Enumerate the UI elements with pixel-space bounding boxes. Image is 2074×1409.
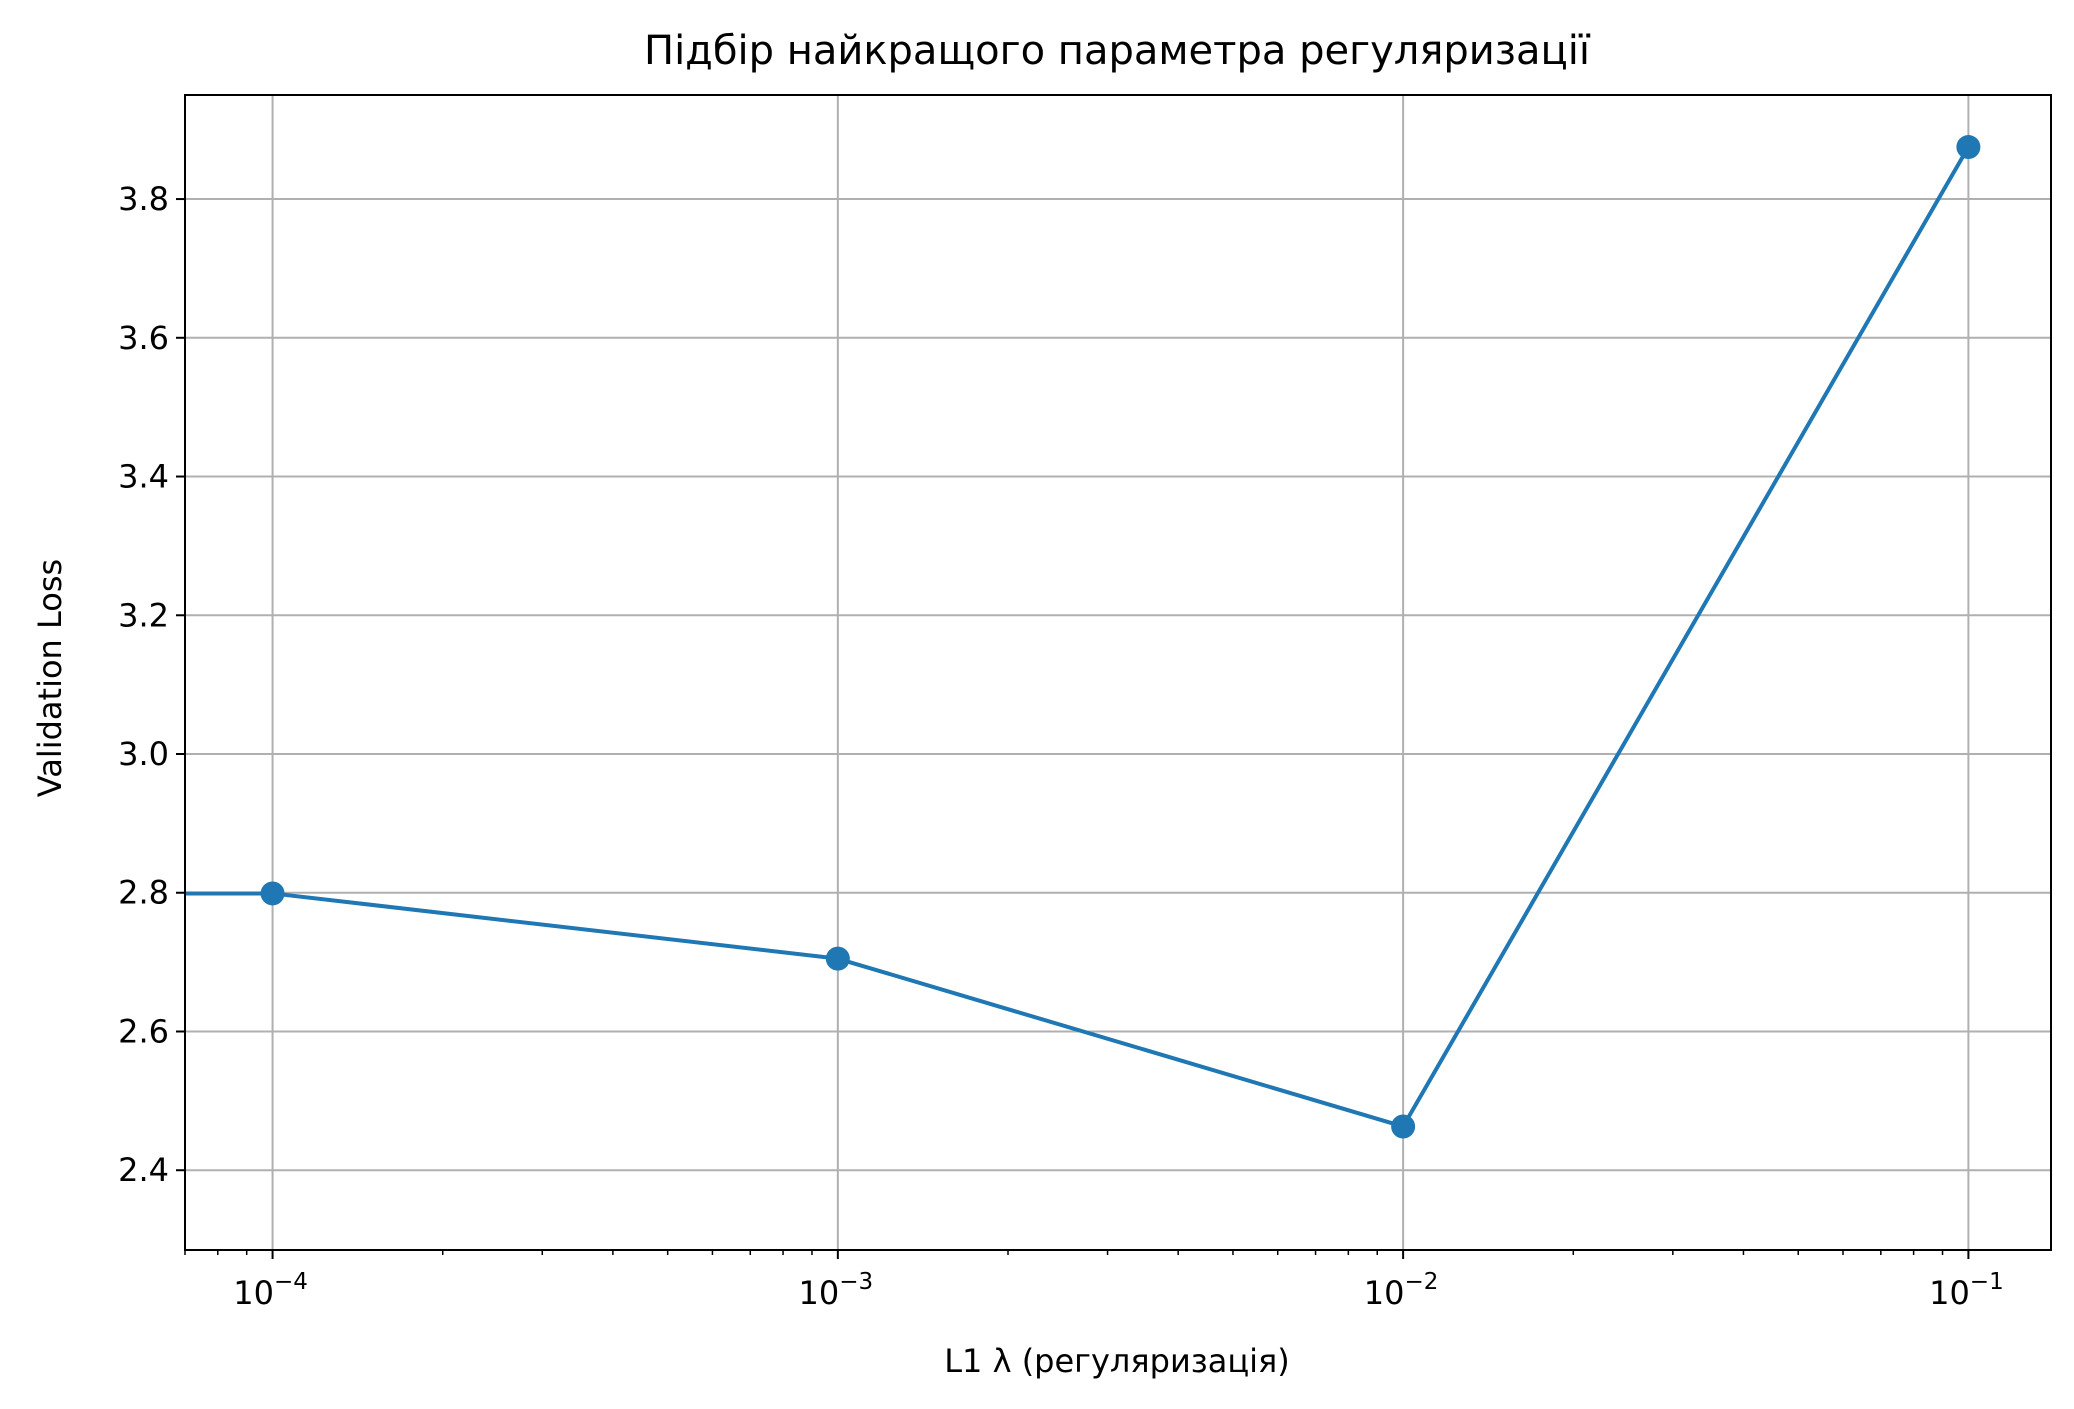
y-tick-label: 3.0 <box>118 735 169 773</box>
x-tick-label: 10−1 <box>1929 1269 2004 1312</box>
y-tick-label: 3.8 <box>118 180 169 218</box>
y-tick-label: 3.4 <box>118 458 169 496</box>
x-minor-ticks <box>184 1250 1944 1255</box>
y-tick-label: 2.4 <box>118 1151 169 1189</box>
y-tick-label: 3.6 <box>118 319 169 357</box>
y-tick-label: 2.6 <box>118 1012 169 1050</box>
series-layer <box>185 135 1981 1139</box>
plot-frame <box>184 94 2052 1251</box>
data-point <box>1956 135 1981 160</box>
x-tick-label: 10−3 <box>799 1269 874 1312</box>
x-tick-label: 10−4 <box>233 1269 308 1312</box>
x-axis-ticks: 10−4 10−3 10−2 10−1 <box>233 1250 2004 1312</box>
x-axis-label: L1 λ (регуляризація) <box>944 1342 1290 1380</box>
chart-title: Підбір найкращого параметра регуляризаці… <box>644 28 1591 74</box>
grid <box>185 95 2051 1250</box>
data-point <box>260 881 285 906</box>
x-tick-label: 10−2 <box>1364 1269 1439 1312</box>
y-tick-label: 3.2 <box>118 596 169 634</box>
y-axis-ticks: 2.4 2.6 2.8 3.0 3.2 3.4 3.6 3.8 <box>118 180 185 1189</box>
data-point <box>1391 1114 1416 1139</box>
y-tick-label: 2.8 <box>118 874 169 912</box>
y-axis-label: Validation Loss <box>31 559 69 797</box>
data-point <box>825 946 850 971</box>
